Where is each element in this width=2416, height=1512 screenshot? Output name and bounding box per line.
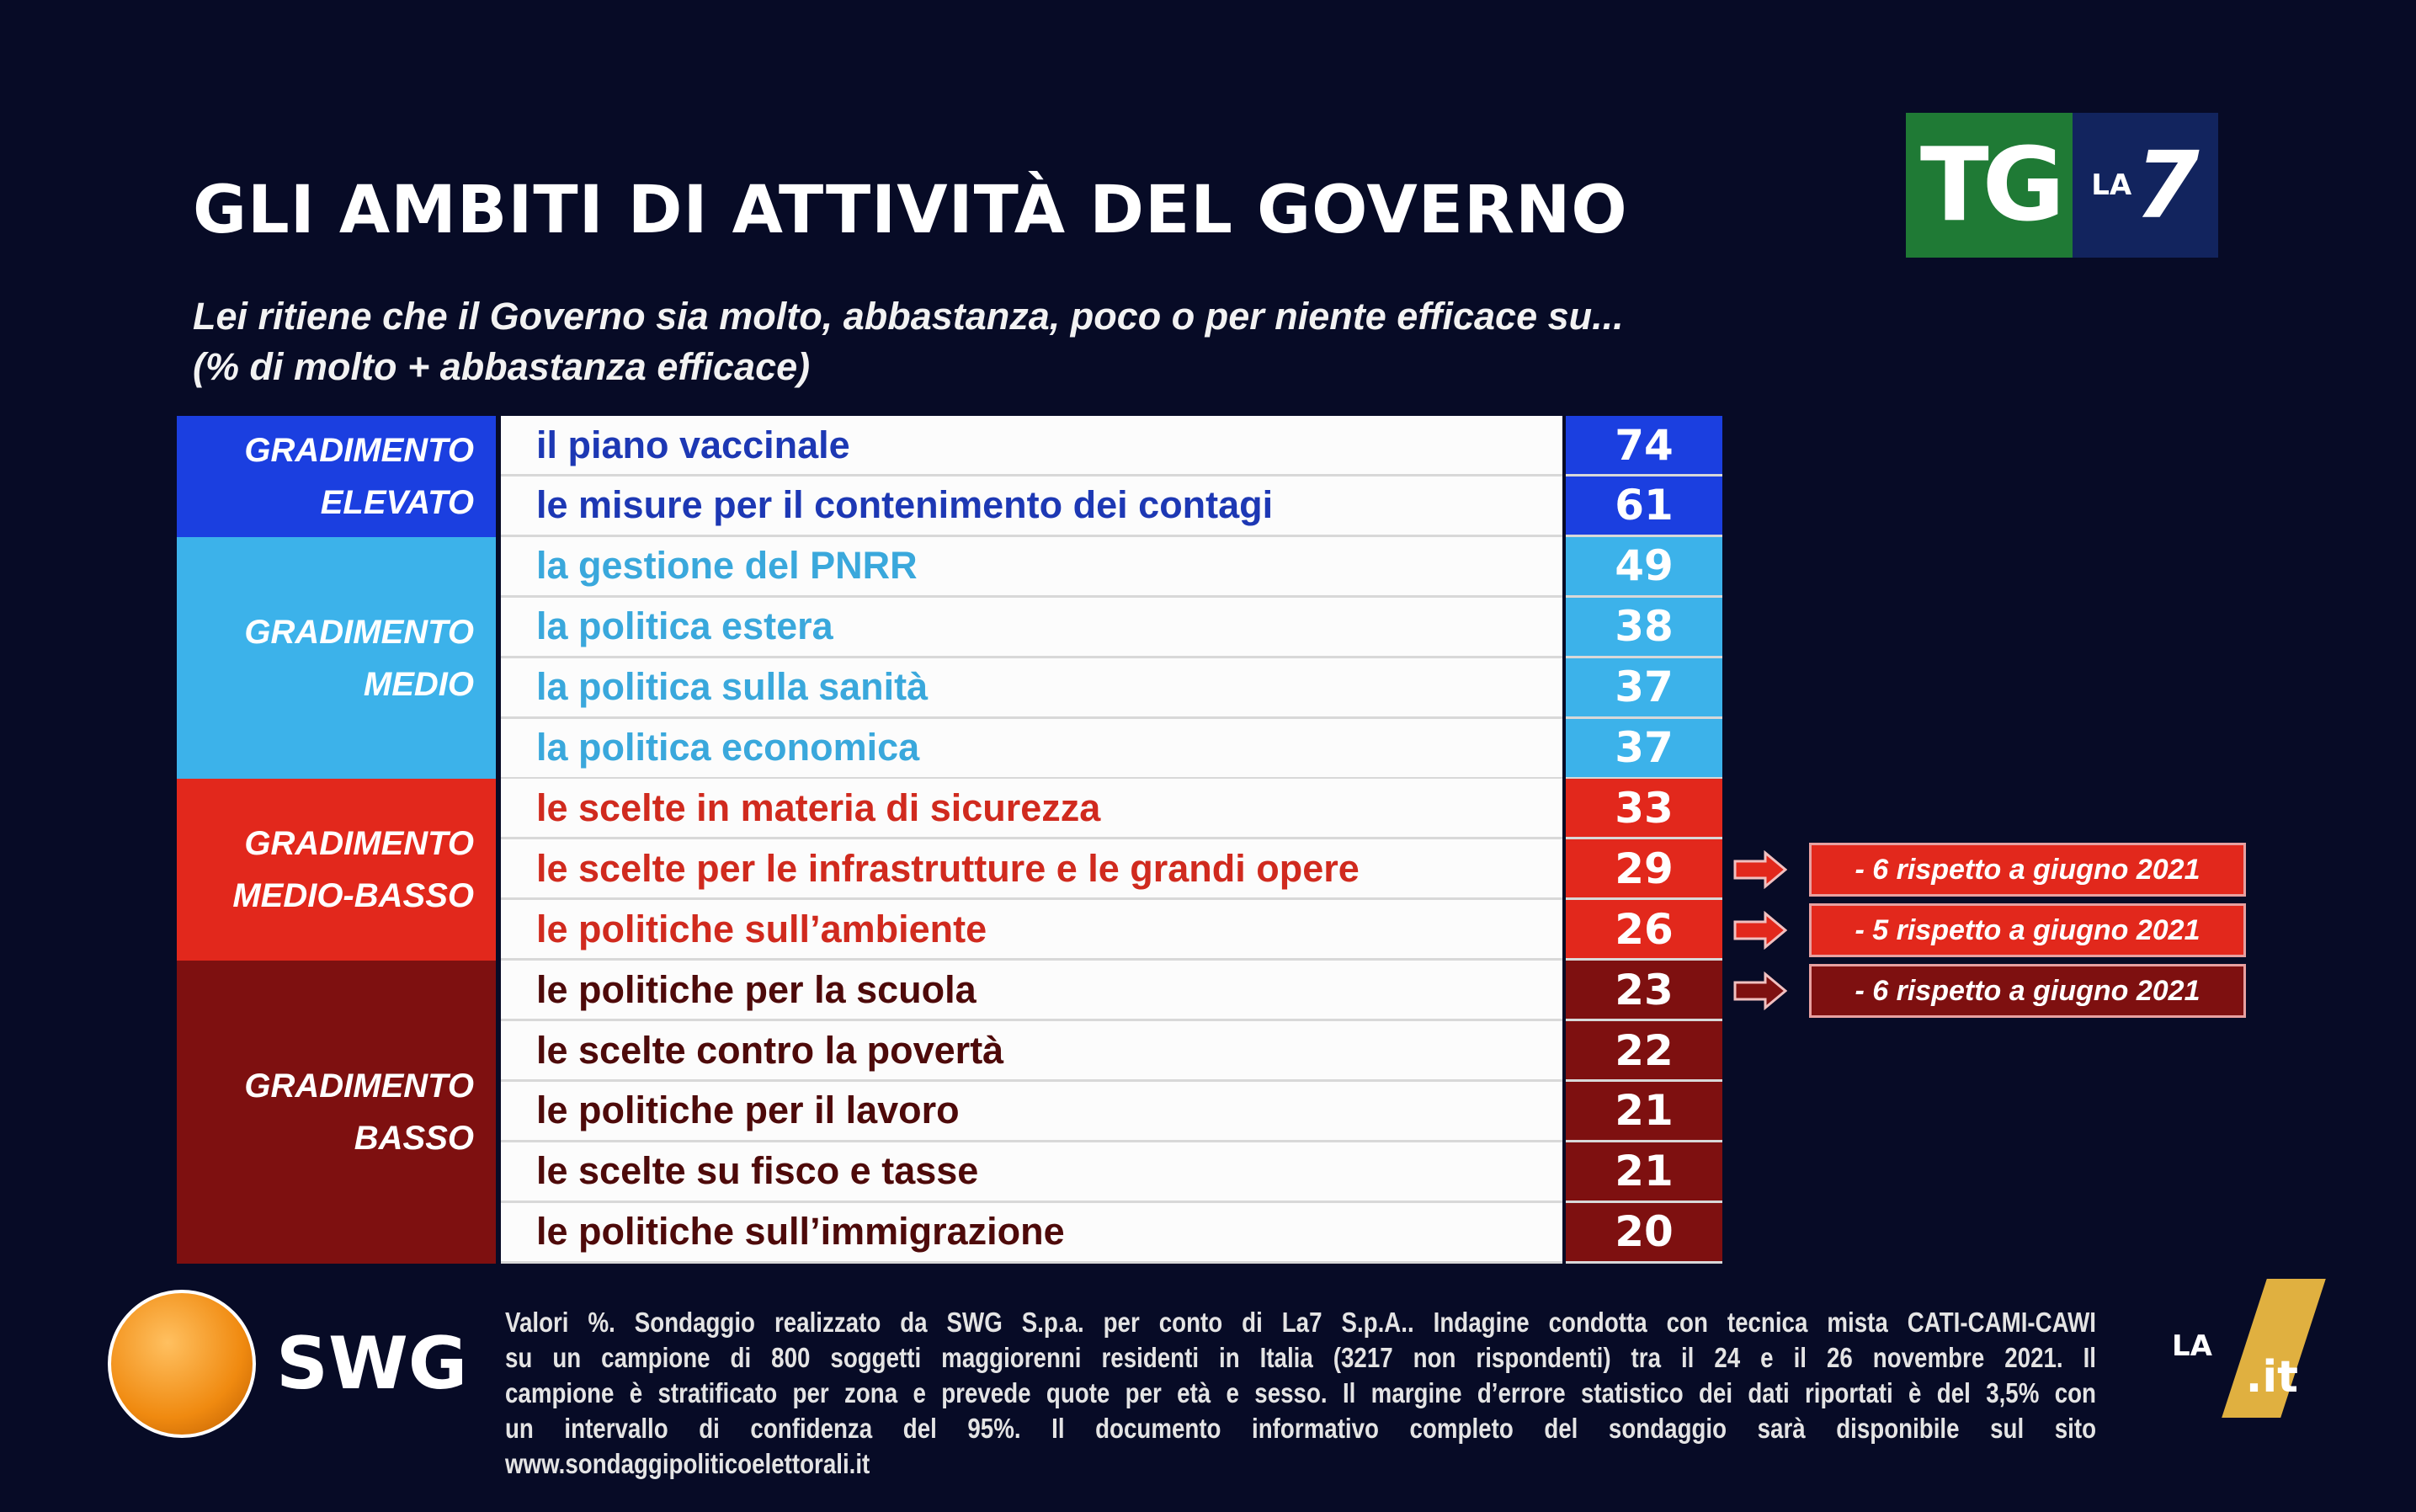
table-row: il piano vaccinale 74 xyxy=(501,416,1722,476)
row-label: le politiche sull’ambiente xyxy=(501,900,1562,961)
la-logo-text: LA xyxy=(2091,168,2132,202)
table-row: la politica sulla sanità 37 xyxy=(501,658,1722,719)
footer-line: su un campione di 800 soggetti maggioren… xyxy=(505,1342,2096,1373)
table-row: le scelte per le infrastrutture e le gra… xyxy=(501,839,1722,901)
category-label: GRADIMENTO ELEVATO xyxy=(177,416,496,537)
row-label: la politica estera xyxy=(501,597,1562,658)
category-line: GRADIMENTO xyxy=(244,1067,474,1105)
change-note: - 6 rispetto a giugno 2021 xyxy=(1809,843,2246,897)
row-value: 37 xyxy=(1566,658,1722,719)
row-label: il piano vaccinale xyxy=(501,416,1562,476)
table-row: le misure per il contenimento dei contag… xyxy=(501,476,1722,537)
row-value: 26 xyxy=(1566,900,1722,961)
category-line: MEDIO-BASSO xyxy=(232,877,474,915)
table-row: le politiche sull’immigrazione 20 xyxy=(501,1202,1722,1264)
row-value: 20 xyxy=(1566,1202,1722,1264)
arrow-right-icon xyxy=(1733,850,1788,890)
question-note: (% di molto + abbastanza efficace) xyxy=(193,345,811,388)
table-row: la politica estera 38 xyxy=(501,597,1722,658)
row-label: le scelte per le infrastrutture e le gra… xyxy=(501,839,1562,901)
table-row: le scelte in materia di sicurezza 33 xyxy=(501,779,1722,840)
methodology-note: Valori %. Sondaggio realizzato da SWG S.… xyxy=(505,1305,2096,1482)
results-table: GRADIMENTO ELEVATO GRADIMENTO MEDIO GRADIMEN… xyxy=(177,416,1722,1264)
page-title: GLI AMBITI DI ATTIVITÀ DEL GOVERNO xyxy=(193,173,1628,248)
footer-line: www.sondaggipoliticoelettorali.it xyxy=(505,1448,870,1479)
seven-logo-text: 7 xyxy=(2135,131,2200,239)
footer-line: un intervallo di confidenza del 95%. Il … xyxy=(505,1413,2096,1444)
tg-logo-text: TG xyxy=(1906,113,2073,258)
category-line: GRADIMENTO xyxy=(244,613,474,651)
category-line: ELEVATO xyxy=(320,483,474,521)
category-label: GRADIMENTO BASSO xyxy=(177,961,496,1264)
swg-logo: SWG xyxy=(108,1286,470,1440)
table-row: le politiche sull’ambiente 26 xyxy=(501,900,1722,961)
row-label: le scelte contro la povertà xyxy=(501,1021,1562,1082)
row-label: le scelte in materia di sicurezza xyxy=(501,779,1562,840)
change-note: - 6 rispetto a giugno 2021 xyxy=(1809,964,2246,1019)
table-row: le politiche per la scuola 23 xyxy=(501,961,1722,1022)
row-label: le politiche per la scuola xyxy=(501,961,1562,1022)
footer-line: campione è stratificato per zona e preve… xyxy=(505,1377,2096,1408)
row-value: 33 xyxy=(1566,779,1722,840)
category-line: GRADIMENTO xyxy=(244,431,474,469)
row-value: 21 xyxy=(1566,1081,1722,1142)
table-row: la politica economica 37 xyxy=(501,718,1722,780)
row-label: la gestione del PNRR xyxy=(501,536,1562,598)
swg-logo-text: SWG xyxy=(276,1321,468,1406)
tg-la7-logo: TG LA 7 xyxy=(1906,113,2218,258)
row-value: 37 xyxy=(1566,718,1722,780)
row-value: 61 xyxy=(1566,476,1722,537)
row-value: 23 xyxy=(1566,961,1722,1022)
row-value: 21 xyxy=(1566,1142,1722,1203)
row-value: 38 xyxy=(1566,597,1722,658)
table-row: la gestione del PNRR 49 xyxy=(501,536,1722,598)
category-line: MEDIO xyxy=(363,665,474,703)
row-label: la politica sulla sanità xyxy=(501,658,1562,719)
table-row: le politiche per il lavoro 21 xyxy=(501,1081,1722,1142)
globe-icon xyxy=(108,1289,256,1438)
row-label: le misure per il contenimento dei contag… xyxy=(501,476,1562,537)
row-value: 49 xyxy=(1566,536,1722,598)
row-value: 29 xyxy=(1566,839,1722,901)
category-line: BASSO xyxy=(354,1119,474,1157)
table-row: le scelte su fisco e tasse 21 xyxy=(501,1142,1722,1203)
row-label: le politiche per il lavoro xyxy=(501,1081,1562,1142)
category-line: GRADIMENTO xyxy=(244,825,474,863)
row-value: 22 xyxy=(1566,1021,1722,1082)
arrow-right-icon xyxy=(1733,910,1788,950)
row-label: le politiche sull’immigrazione xyxy=(501,1202,1562,1264)
table-row: le scelte contro la povertà 22 xyxy=(501,1021,1722,1082)
category-label: GRADIMENTO MEDIO xyxy=(177,536,496,780)
watermark-la: LA xyxy=(2172,1329,2212,1363)
row-value: 74 xyxy=(1566,416,1722,476)
row-label: la politica economica xyxy=(501,718,1562,780)
row-label: le scelte su fisco e tasse xyxy=(501,1142,1562,1203)
arrow-right-icon xyxy=(1733,971,1788,1011)
change-note: - 5 rispetto a giugno 2021 xyxy=(1809,903,2246,958)
question-text: Lei ritiene che il Governo sia molto, ab… xyxy=(193,295,1624,338)
la7-watermark: LA .it xyxy=(2172,1279,2326,1418)
footer-line: Valori %. Sondaggio realizzato da SWG S.… xyxy=(505,1307,2096,1338)
watermark-it: .it xyxy=(2245,1352,2298,1403)
category-label: GRADIMENTO MEDIO-BASSO xyxy=(177,779,496,961)
